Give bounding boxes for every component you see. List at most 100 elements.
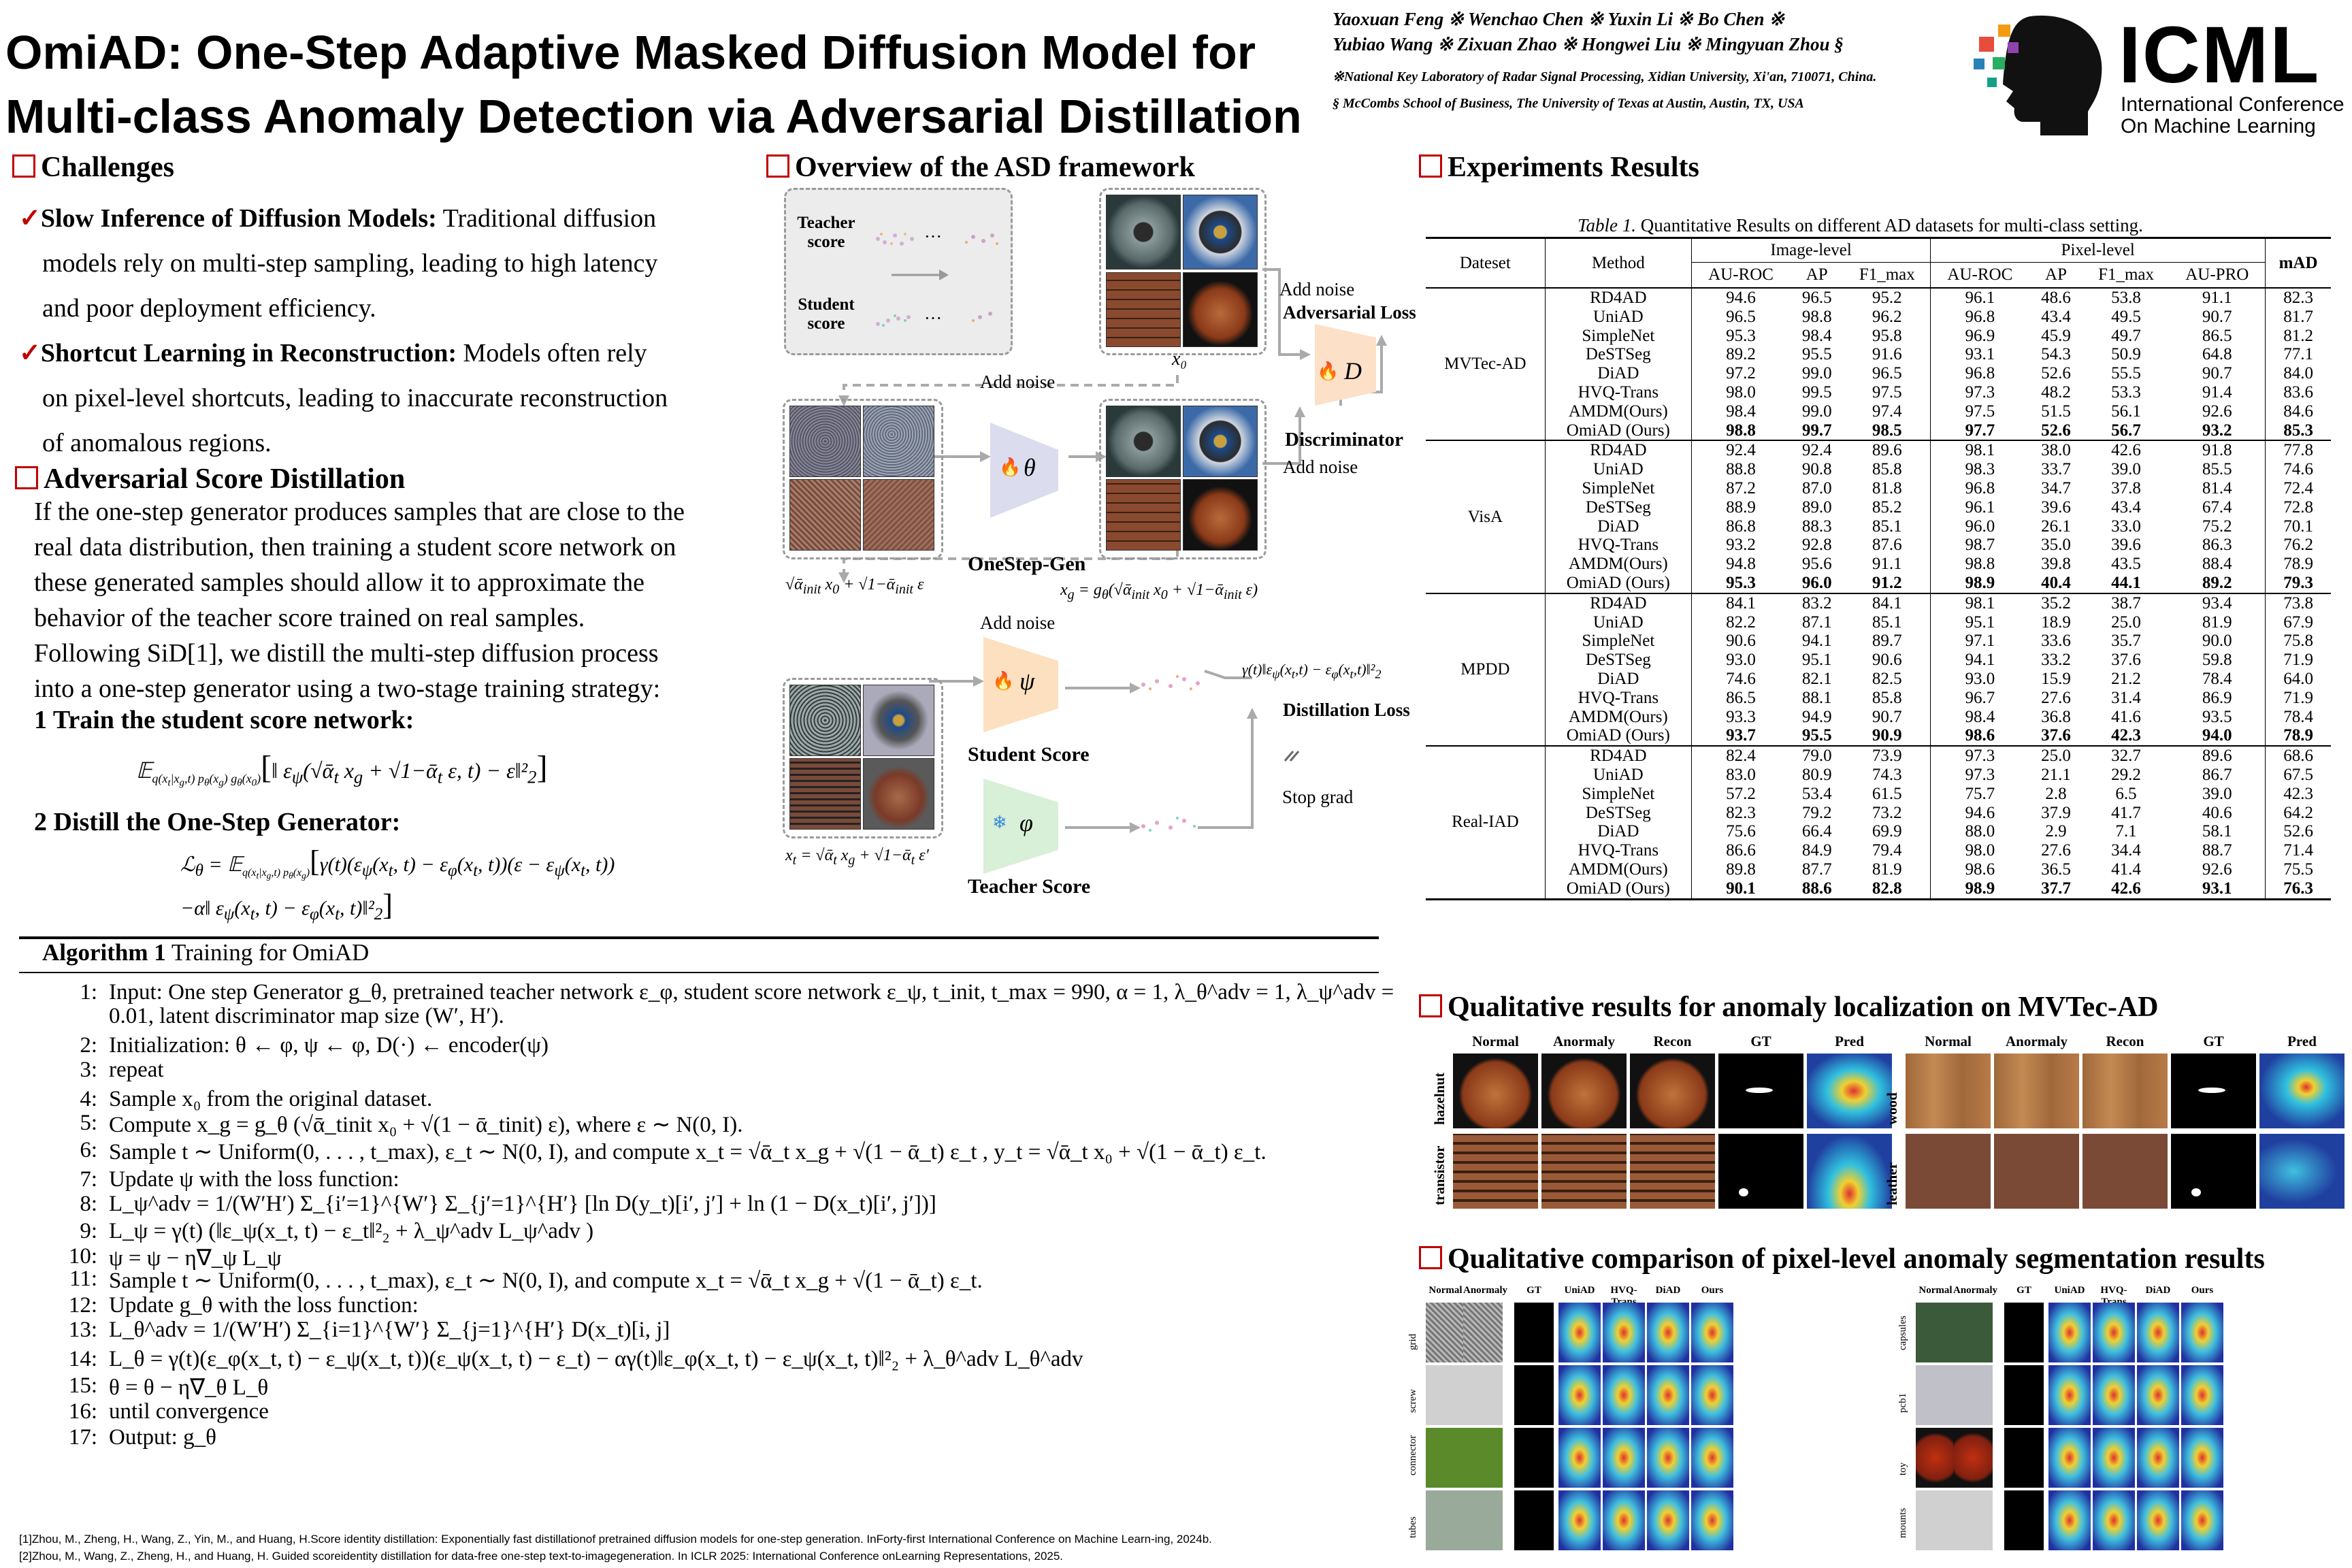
- authors-line-2: Yubiao Wang ※ Zixuan Zhao ※ Hongwei Liu …: [1333, 34, 1844, 54]
- table-cell: 39.6: [2111, 536, 2141, 555]
- table-cell: 43.5: [2111, 555, 2141, 574]
- table-cell: 27.6: [2041, 841, 2071, 860]
- qual1-image-tile: [1541, 1134, 1627, 1209]
- table-cell: 33.0: [2111, 517, 2141, 536]
- table-cell: 2.9: [2045, 822, 2067, 841]
- qual2-image-tile: [1558, 1303, 1601, 1362]
- asd-heading: Adversarial Score Distillation: [15, 463, 405, 495]
- noisy-input-grid: [783, 399, 943, 559]
- table-cell: 49.7: [2111, 326, 2141, 345]
- table-cell: 48.2: [2041, 382, 2071, 402]
- qual2-row-label: connector: [1407, 1435, 1418, 1475]
- table-cell: 81.7: [2283, 307, 2313, 326]
- fire-icon: 🔥: [999, 457, 1022, 477]
- table-cell: 68.6: [2283, 747, 2313, 766]
- table-cell: 93.5: [2169, 707, 2266, 727]
- asd-framework-diagram: Teacher score Student score ··· ··· x₀: [776, 188, 1422, 916]
- table-cell: 57.2: [1726, 784, 1756, 803]
- table-cell: 95.3: [1726, 573, 1756, 592]
- table-cell: 75.6: [1726, 822, 1756, 841]
- algorithm-line: until convergence: [109, 1399, 269, 1424]
- table-cell: 2.8: [2045, 784, 2067, 803]
- algorithm-line: repeat: [109, 1058, 164, 1082]
- table-cell: 93.2: [2169, 421, 2266, 441]
- table-cell: 36.8: [2041, 707, 2071, 726]
- table-cell: 78.9: [2283, 555, 2313, 574]
- noisy-image-1: [789, 406, 861, 477]
- qual2-col-header: Ours: [1701, 1285, 1724, 1296]
- table-row: OmiAD (Ours) 93.7 95.5 90.9 98.6 37.6 42.3 94.0…: [1426, 726, 2331, 747]
- method-name: RD4AD: [1545, 593, 1692, 613]
- discriminator-block: [1315, 324, 1376, 406]
- table-cell: 85.8: [1844, 460, 1931, 479]
- table-cell: 87.7: [1801, 860, 1832, 879]
- table-cell: 78.4: [2283, 707, 2313, 726]
- group-pixel-level: Pixel-level: [1930, 238, 2266, 263]
- table-cell: 29.2: [2111, 765, 2141, 784]
- table-cell: 83.6: [2283, 382, 2313, 402]
- table-cell: 95.3: [1726, 326, 1756, 345]
- table-row: OmiAD (Ours) 90.1 88.6 82.8 98.9 37.7 42.6 93.1…: [1426, 879, 2331, 899]
- method-name: AMDM(Ours): [1545, 707, 1692, 727]
- method-name: DiAD: [1545, 822, 1692, 842]
- student-score-caption: Student Score: [968, 743, 1090, 766]
- table-cell: 95.2: [1844, 288, 1931, 308]
- qual1-image-tile: [1453, 1134, 1538, 1209]
- table-cell: 79.2: [1801, 803, 1832, 822]
- table-cell: 58.1: [2169, 822, 2266, 842]
- table-row: DeSTSeg 88.9 89.0 85.2 96.1 39.6 43.4 67.4 72.8: [1426, 497, 2331, 517]
- table-cell: 94.9: [1801, 707, 1832, 726]
- table-cell: 86.6: [1726, 841, 1756, 860]
- algorithm-line: Update g_θ with the loss function:: [109, 1293, 419, 1318]
- qual2-image-tile: [2048, 1428, 2091, 1488]
- table-cell: 88.1: [1801, 688, 1832, 707]
- qual2-image-tile: [1953, 1490, 1993, 1550]
- table-cell: 86.5: [2169, 326, 2266, 346]
- table-cell: 82.1: [1801, 669, 1832, 688]
- table-row: DeSTSeg 89.2 95.5 91.6 93.1 54.3 50.9 64.8 77.1: [1426, 345, 2331, 365]
- table-cell: 81.8: [1844, 478, 1931, 498]
- table-cell: 98.3: [1965, 460, 1995, 479]
- table-cell: 83.0: [1726, 765, 1756, 784]
- student-score-label: Student score: [798, 295, 855, 333]
- table-cell: 89.6: [2169, 746, 2266, 766]
- table-cell: 86.8: [1726, 517, 1756, 536]
- table-cell: 99.7: [1801, 421, 1832, 440]
- table-cell: 41.4: [2111, 860, 2141, 879]
- table-cell: 83.2: [1801, 593, 1832, 612]
- table-cell: 90.1: [1726, 879, 1756, 898]
- table-cell: 74.3: [1844, 765, 1931, 785]
- head-logo-icon: [1974, 15, 2102, 136]
- table-cell: 78.9: [2283, 726, 2313, 745]
- dataset-name: VisA: [1426, 440, 1546, 593]
- table-cell: 42.6: [2111, 879, 2141, 898]
- experiments-heading: Experiments Results: [1419, 151, 1699, 184]
- table-cell: 89.6: [1844, 440, 1931, 461]
- table-cell: 96.1: [1965, 289, 1995, 307]
- qual1-image-tile: [1994, 1054, 2079, 1128]
- table-cell: 92.6: [2169, 860, 2266, 879]
- checkbox-bullet-icon: [12, 154, 35, 178]
- table-cell: 96.8: [1965, 364, 1995, 383]
- asd-line-4: behavior of the teacher score trained on…: [34, 604, 585, 632]
- table-cell: 98.4: [1801, 326, 1832, 345]
- method-name: UniAD: [1545, 612, 1692, 632]
- qual1-image-tile: [1453, 1054, 1538, 1128]
- table-cell: 64.2: [2283, 803, 2313, 822]
- table-cell: 93.3: [1726, 707, 1756, 726]
- col-method: Method: [1545, 238, 1692, 288]
- qual2-image-tile: [2004, 1365, 2044, 1425]
- table-cell: 91.8: [2169, 440, 2266, 461]
- table-cell: 99.0: [1801, 364, 1832, 383]
- table-cell: 82.4: [1726, 747, 1756, 766]
- col-image-ap: AP: [1806, 265, 1828, 284]
- qual1-image-tile: [2082, 1134, 2168, 1209]
- table-cell: 34.7: [2041, 478, 2071, 497]
- qual2-image-tile: [2048, 1365, 2091, 1425]
- table-row: DiAD 74.6 82.1 82.5 93.0 15.9 21.2 78.4 64.0: [1426, 669, 2331, 689]
- equation-generator-loss: ℒθ = 𝔼q(xt|xg,t) pθ(xg)[γ(t)(εψ(xt, t) −…: [180, 845, 615, 881]
- table-cell: 75.2: [2169, 517, 2266, 536]
- qual2-image-tile: [2137, 1428, 2179, 1488]
- teacher-score-block: [983, 779, 1058, 874]
- x0-image-grid: [1099, 188, 1267, 355]
